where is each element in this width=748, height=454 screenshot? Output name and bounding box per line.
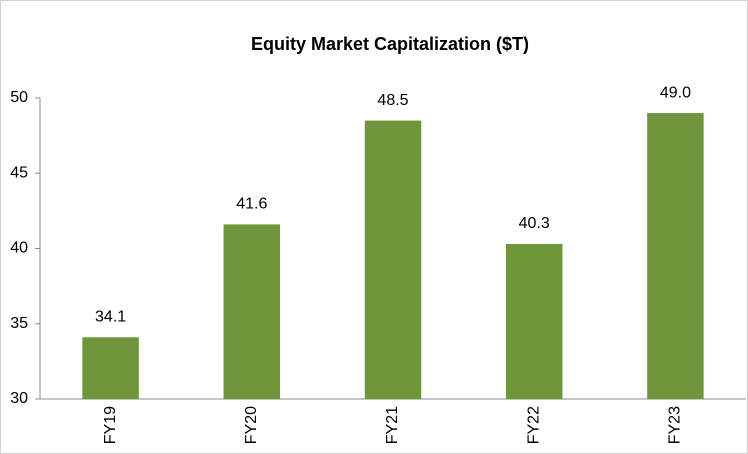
data-label: 40.3 — [519, 215, 550, 232]
data-label: 41.6 — [236, 196, 267, 213]
bar — [647, 113, 704, 400]
bar — [82, 337, 139, 399]
x-tick-label: FY23 — [667, 406, 684, 444]
data-label: 49.0 — [660, 84, 691, 101]
x-tick-label: FY19 — [102, 406, 119, 444]
x-tick-label: FY22 — [525, 406, 542, 444]
bar — [505, 243, 563, 399]
y-tick-label: 50 — [10, 89, 28, 106]
x-tick-label: FY21 — [384, 406, 401, 444]
y-tick-label: 35 — [10, 315, 28, 332]
x-tick-label: FY20 — [243, 406, 260, 444]
data-label: 34.1 — [95, 309, 126, 326]
y-tick-label: 30 — [10, 390, 28, 407]
bar — [223, 224, 281, 399]
y-tick-label: 45 — [10, 164, 28, 181]
bar — [364, 120, 422, 399]
chart-title: Equity Market Capitalization ($T) — [251, 34, 529, 54]
data-label: 48.5 — [377, 92, 408, 109]
y-tick-label: 40 — [10, 240, 28, 257]
